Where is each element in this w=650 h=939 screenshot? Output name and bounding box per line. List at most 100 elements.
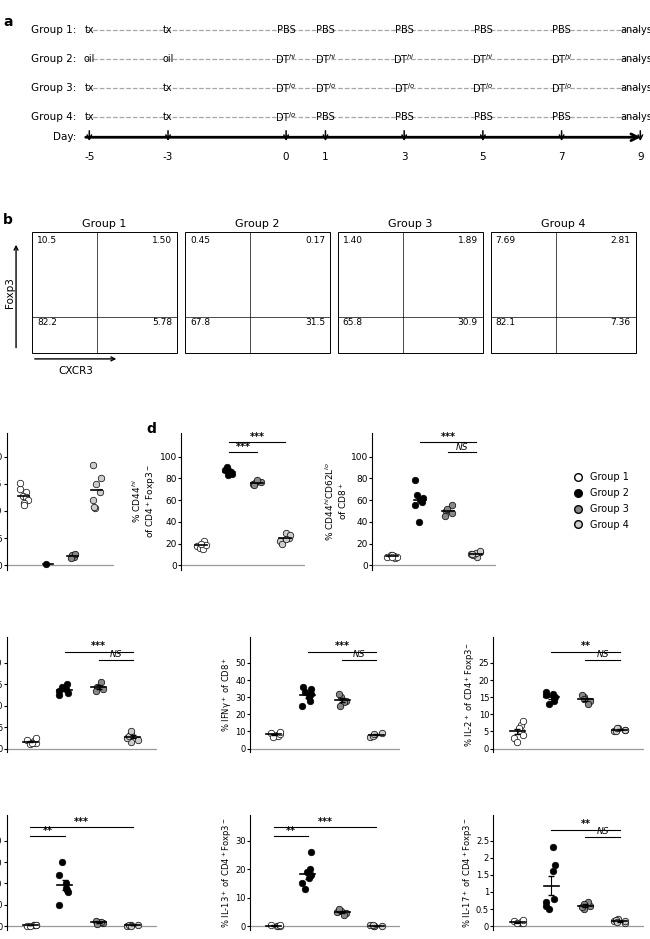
Point	[33, 342, 44, 357]
Point	[213, 310, 224, 325]
Point	[315, 336, 325, 351]
Point	[503, 309, 514, 324]
Point	[86, 313, 96, 328]
Point	[62, 677, 72, 692]
Point	[64, 315, 75, 330]
Point	[68, 324, 79, 339]
Point	[369, 727, 379, 742]
Point	[188, 324, 199, 339]
Point	[501, 342, 512, 357]
Point	[122, 731, 132, 746]
Point	[118, 316, 128, 331]
Point	[48, 341, 58, 356]
Text: analysis: analysis	[621, 25, 650, 35]
Point	[558, 321, 569, 336]
Point	[528, 311, 539, 326]
Point	[37, 284, 47, 299]
Point	[504, 339, 514, 354]
Point	[437, 339, 447, 354]
Point	[365, 342, 375, 357]
Point	[19, 495, 29, 510]
Point	[30, 276, 40, 291]
Point	[589, 304, 599, 319]
Point	[474, 317, 485, 332]
Point	[212, 340, 222, 355]
Point	[543, 320, 554, 335]
Point	[472, 549, 482, 564]
Point	[265, 917, 276, 932]
Point	[142, 317, 153, 332]
Point	[334, 901, 345, 916]
Point	[274, 727, 285, 742]
Point	[48, 330, 58, 345]
Point	[152, 335, 162, 350]
Point	[317, 338, 327, 353]
Point	[249, 477, 259, 492]
Point	[367, 918, 378, 933]
Text: ***: ***	[335, 641, 350, 652]
Point	[268, 729, 278, 744]
Point	[61, 323, 72, 338]
Point	[365, 316, 375, 331]
Point	[14, 475, 25, 490]
Point	[376, 310, 386, 325]
Point	[53, 316, 64, 331]
Point	[509, 914, 519, 929]
Point	[233, 331, 244, 346]
Text: 82.1: 82.1	[496, 318, 515, 327]
Point	[79, 314, 90, 329]
Point	[383, 337, 393, 352]
Point	[54, 868, 64, 883]
Point	[51, 259, 61, 274]
Point	[43, 316, 53, 331]
Point	[393, 314, 403, 329]
Point	[36, 331, 47, 346]
Point	[66, 341, 76, 356]
Point	[80, 345, 90, 360]
Point	[529, 330, 539, 345]
Point	[587, 329, 597, 344]
Point	[400, 333, 411, 348]
Point	[126, 726, 136, 741]
Point	[380, 339, 390, 354]
Point	[335, 341, 345, 356]
Point	[300, 882, 311, 897]
Point	[272, 728, 282, 743]
Point	[32, 313, 42, 328]
Point	[304, 329, 315, 344]
Point	[352, 345, 362, 360]
Point	[245, 340, 255, 355]
Point	[70, 315, 80, 330]
Point	[529, 334, 539, 349]
Point	[69, 312, 79, 327]
Point	[584, 898, 595, 913]
Point	[29, 335, 40, 350]
Point	[541, 685, 551, 700]
Point	[265, 344, 275, 359]
Point	[541, 239, 552, 254]
Point	[549, 343, 559, 358]
Text: DT$^{lo}$: DT$^{lo}$	[276, 82, 297, 95]
Point	[242, 341, 253, 356]
Point	[73, 325, 84, 340]
Point	[371, 318, 382, 333]
Point	[92, 679, 102, 694]
Point	[391, 337, 402, 352]
Point	[39, 283, 49, 298]
Point	[88, 316, 98, 331]
Point	[487, 316, 497, 331]
Point	[90, 684, 101, 699]
Text: Group 1: Group 1	[83, 220, 127, 229]
Point	[244, 310, 255, 325]
Point	[96, 470, 106, 485]
Point	[528, 326, 539, 341]
Point	[242, 310, 252, 325]
Point	[58, 339, 69, 354]
Point	[378, 316, 389, 331]
Point	[58, 334, 68, 349]
Point	[567, 271, 578, 286]
Point	[540, 334, 551, 349]
Point	[365, 340, 376, 355]
Text: **: **	[580, 641, 590, 652]
Point	[507, 310, 517, 325]
